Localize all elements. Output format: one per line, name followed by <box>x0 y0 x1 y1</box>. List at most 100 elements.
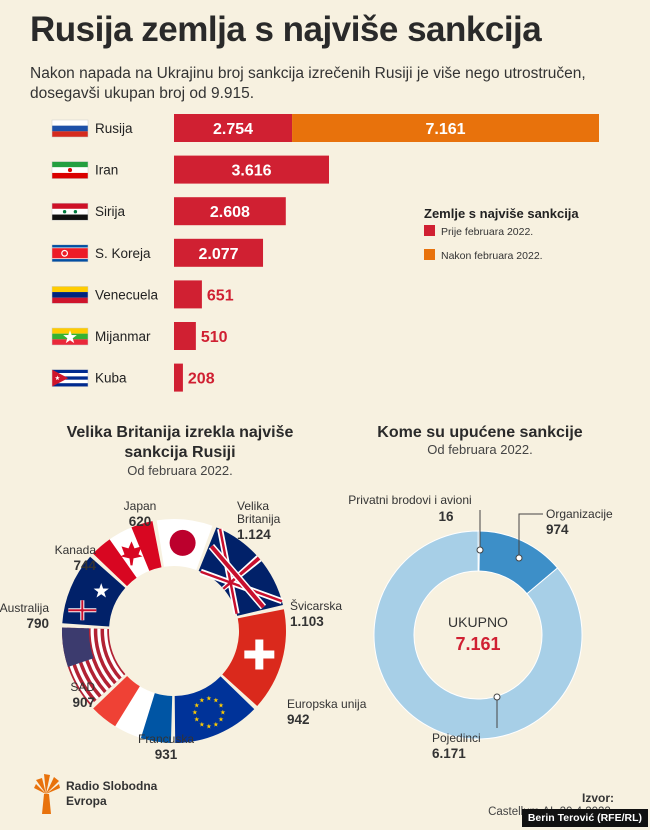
bar-before-label: 510 <box>201 329 228 346</box>
svg-text:Privatni brodovi i avioni: Privatni brodovi i avioni <box>348 493 471 507</box>
bar-before <box>174 322 196 350</box>
iran-flag <box>51 161 89 179</box>
svg-text:Britanija: Britanija <box>237 512 281 526</box>
bar-before-label: 208 <box>188 371 215 388</box>
svg-text:SAD: SAD <box>70 680 95 694</box>
category-label: S. Koreja <box>95 246 151 261</box>
infographic-subtitle: Nakon napada na Ukrajinu broj sankcija i… <box>30 65 586 102</box>
svg-text:907: 907 <box>72 695 95 710</box>
category-label: Venecuela <box>95 287 159 302</box>
svg-text:744: 744 <box>73 558 96 573</box>
callout-privatni-brodovi-i-avioni: Privatni brodovi i avioni 16 <box>348 493 484 554</box>
donut-charts: Velika Britanija izrekla najviše sankcija… <box>0 424 613 762</box>
logo-line-1: Radio Slobodna <box>66 779 158 793</box>
bar-before-label: 2.077 <box>198 246 238 263</box>
center-label: UKUPNO <box>448 614 508 630</box>
category-label: Rusija <box>95 121 133 136</box>
bar-before <box>174 363 183 392</box>
targets-donut-subtitle: Od februara 2022. <box>427 442 533 457</box>
author-credit: Berin Terović (RFE/RL) <box>521 809 648 827</box>
category-label: Sirija <box>95 204 125 219</box>
svg-text:Organizacije: Organizacije <box>546 507 613 521</box>
svg-text:620: 620 <box>129 514 152 529</box>
source-label: Izvor: <box>581 791 614 805</box>
svg-text:790: 790 <box>26 616 49 631</box>
slice-australija <box>62 556 126 627</box>
cuba-flag <box>51 369 89 387</box>
svg-text:Australija: Australija <box>0 601 49 615</box>
svg-text:942: 942 <box>287 712 310 727</box>
legend-swatch <box>424 249 435 260</box>
slice-japan <box>156 519 213 570</box>
myanmar-flag <box>51 327 89 346</box>
svg-text:Kanada: Kanada <box>55 543 97 557</box>
category-label: Iran <box>95 163 118 178</box>
slice-velika-britanija <box>198 527 283 616</box>
svg-text:16: 16 <box>438 509 454 524</box>
legend-label: Prije februara 2022. <box>441 226 533 238</box>
bar-after-label: 7.161 <box>426 121 466 138</box>
bar-row-iran: Iran 3.616 <box>51 155 329 184</box>
bar-row-rusija: Rusija 2.754 7.161 <box>51 114 599 142</box>
svg-text:Francuska: Francuska <box>138 732 194 746</box>
bar-before <box>174 238 264 267</box>
svg-text:1.124: 1.124 <box>237 527 271 542</box>
bar-row-s-koreja: S. Koreja 2.077 <box>51 238 264 267</box>
category-label: Mijanmar <box>95 329 151 344</box>
svg-text:Europska unija: Europska unija <box>287 697 367 711</box>
bar-row-sirija: Sirija 2.608 <box>51 197 286 226</box>
svg-text:Velika Britanija izrekla najvi: Velika Britanija izrekla najviše <box>67 424 294 441</box>
svg-text:Pojedinci: Pojedinci <box>432 731 481 745</box>
slice-sad <box>61 627 126 706</box>
bar-row-venecuela: Venecuela 651 <box>51 280 234 309</box>
bar-before <box>174 155 329 184</box>
slice--vicarska <box>222 609 287 706</box>
bar-before-label: 3.616 <box>231 163 271 180</box>
svg-text:974: 974 <box>546 522 569 537</box>
bar-before <box>174 280 202 309</box>
bar-after <box>292 114 599 142</box>
category-label: Kuba <box>95 371 127 386</box>
legend-title: Zemlje s najviše sankcija <box>424 206 579 221</box>
sanctions-bar-chart: Rusija 2.754 7.161 Iran 3.616 Sirija 2.608 S. K… <box>51 114 599 392</box>
bar-row-mijanmar: Mijanmar 510 <box>51 322 228 350</box>
bar-before <box>174 197 286 226</box>
venezuela-flag <box>51 286 89 304</box>
svg-text:Japan: Japan <box>124 499 157 513</box>
rse-logo-icon <box>34 774 60 814</box>
legend-label: Nakon februara 2022. <box>441 250 543 262</box>
center-value: 7.161 <box>455 634 500 654</box>
slice-francuska <box>93 676 173 743</box>
targets-donut-title: Kome su upućene sankcije <box>377 424 583 441</box>
uk-donut-title: Velika Britanija izrekla najviše sankcija… <box>67 424 294 461</box>
svg-text:6.171: 6.171 <box>432 746 466 761</box>
infographic-title: Rusija zemlja s najviše sankcija <box>30 10 542 49</box>
svg-text:sankcija Rusiji: sankcija Rusiji <box>124 444 235 461</box>
svg-text:931: 931 <box>155 747 178 762</box>
bar-row-kuba: Kuba 208 <box>51 363 215 392</box>
legend-swatch <box>424 225 435 236</box>
uk-donut-subtitle: Od februara 2022. <box>127 463 233 478</box>
bar-legend: Zemlje s najviše sankcija Prije februara … <box>424 206 579 262</box>
rse-logo-text: Radio Slobodna Evropa <box>66 779 157 809</box>
north-korea-flag <box>51 244 89 263</box>
slice-kanada <box>93 521 162 587</box>
bar-before-label: 651 <box>207 287 234 304</box>
logo-line-2: Evropa <box>66 794 107 808</box>
bar-before-label: 2.754 <box>213 121 253 138</box>
bar-before-label: 2.608 <box>210 204 250 221</box>
russia-flag <box>51 119 89 138</box>
syria-flag <box>51 202 89 221</box>
bar-before <box>174 114 293 142</box>
svg-text:Švicarska: Švicarska <box>290 598 342 613</box>
svg-text:Velika: Velika <box>237 499 269 513</box>
